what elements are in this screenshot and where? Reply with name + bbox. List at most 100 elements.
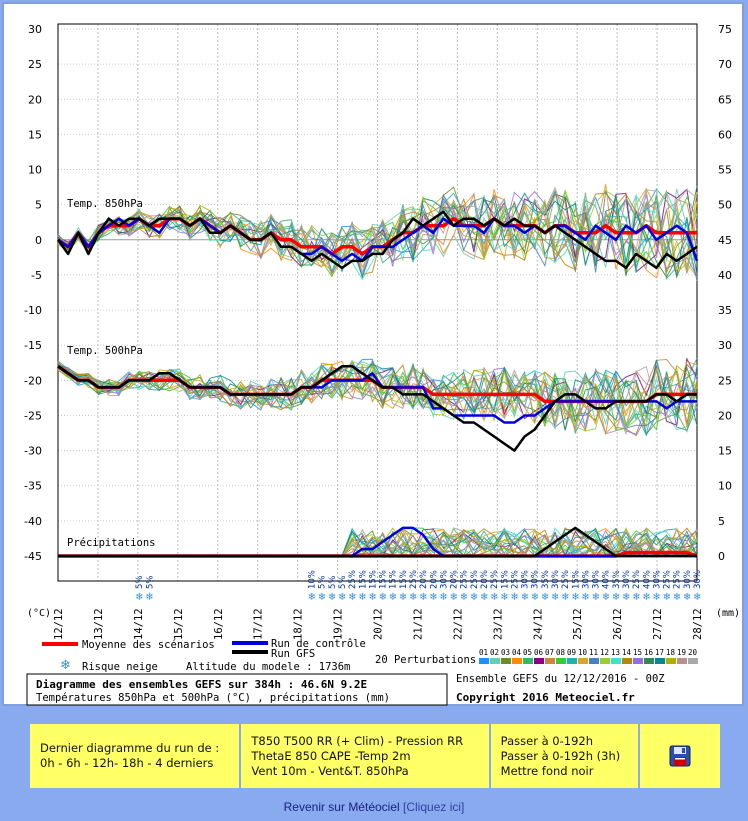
snowflake-icon: ❄ [409,592,417,603]
snowflake-icon: ❄ [642,592,650,603]
snowflake-icon: ❄ [338,592,346,603]
left-tick-label: 25 [28,58,42,71]
chart-grid [57,24,698,581]
left-tick-label: 5 [35,199,42,212]
param-link-wind[interactable]: Vent 10m - Vent&T. 850hPa [251,763,409,778]
snowflake-icon: ❄ [460,592,468,603]
snowflake-icon: ❄ [145,592,153,603]
snowflake-icon: ❄ [135,592,143,603]
snow-risk-pct: 5% [328,576,338,590]
dark-background-link[interactable]: Mettre fond noir [500,763,594,778]
x-tick-label: 25/12 [572,608,584,640]
left-tick-label: -15 [24,339,42,352]
snowflake-icon: ❄ [328,592,336,603]
snow-risk-pct: 20% [480,570,490,589]
switch-0-192h-3h-link[interactable]: Passer à 0-192h (3h) [500,748,621,763]
copyright: Copyright 2016 Meteociel.fr [456,691,635,704]
x-tick-label: 27/12 [652,608,664,640]
snowflake-icon: ❄ [358,592,366,603]
snow-risk-pct: 25% [510,570,520,589]
snowflake-icon: ❄ [551,592,559,603]
left-tick-label: -25 [24,409,42,422]
snow-risk-pct: 15% [571,570,581,589]
x-tick-label: 19/12 [333,608,345,640]
run-selector-cell: Dernier diagramme du run de : 0h - 6h - … [30,724,240,788]
x-tick-label: 17/12 [253,608,265,640]
run-selector-links[interactable]: 0h - 6h - 12h- 18h - 4 derniers [40,756,214,770]
right-tick-label: 65 [718,93,732,106]
snowflake-icon: ❄ [683,592,691,603]
perturbation-id: 09 [567,648,576,657]
x-tick-label: 26/12 [612,608,624,640]
chart-legend: 01 02 03 04 05 06 07 08 09 10 11 12 13 14 15 16 17 18 19 20 [479,648,698,664]
snow-risk-pct: 20% [450,570,460,589]
snowflake-icon: ❄ [663,592,671,603]
right-tick-label: 60 [718,128,732,141]
left-tick-label: -5 [31,269,42,282]
perturbation-id: 08 [556,648,566,657]
x-tick-label: 28/12 [692,608,704,640]
perturbation-id: 16 [644,648,654,657]
param-link-t850-t500[interactable]: T850 T500 RR (+ Clim) - Pression RR [251,733,464,748]
left-axis-unit: (°C) [27,608,51,619]
left-tick-label: 30 [28,23,42,36]
perturbation-id: 13 [611,648,620,657]
legend-gfs-label: Run GFS [271,648,315,660]
perturbation-id: 11 [589,648,598,657]
snowflake-icon: ❄ [531,592,539,603]
perturbation-swatch [677,658,687,664]
right-tick-label: 30 [718,339,732,352]
back-link-text[interactable]: Revenir sur Météociel [283,800,400,814]
snowflake-icon: ❄ [521,592,529,603]
snow-risk-pct: 30% [439,570,449,589]
perturbation-swatch [490,658,500,664]
left-tick-label: 10 [28,164,42,177]
snowflake-icon: ❄ [308,592,316,603]
x-tick-label: 12/12 [53,608,65,640]
right-tick-label: 20 [718,409,732,422]
perturbation-swatch [567,658,577,664]
snow-risk-pct: 25% [561,570,571,589]
snow-risk-pct: 40% [602,570,612,589]
param-link-thetae[interactable]: ThetaE 850 CAPE -Temp 2m [251,748,411,763]
snow-risk-pct: 25% [470,570,480,589]
right-axis-unit: (mm) [716,608,740,619]
snow-risk-pct: 25% [409,570,419,589]
perturbation-id: 10 [578,648,588,657]
floppy-disk-icon[interactable] [669,745,691,767]
left-tick-label: -35 [24,480,42,493]
snowflake-icon: ❄ [561,592,569,603]
x-tick-label: 24/12 [532,608,544,640]
perturbation-swatch [545,658,555,664]
series-precip-000000 [58,526,697,558]
left-tick-label: -45 [24,550,42,563]
back-to-meteociel[interactable]: Revenir sur Météociel [Cliquez ici] [0,800,748,814]
x-tick-label: 20/12 [373,608,385,640]
back-link-cta[interactable]: [Cliquez ici] [403,800,465,814]
right-tick-label: 40 [718,269,732,282]
snow-risk-pct: 35% [541,570,551,589]
snow-risk-pct: 10% [308,570,318,589]
perturbation-swatch [589,658,599,664]
snow-risk-row: 5%❄5%❄10%❄5%❄5%❄5%❄25%❄15%❄15%❄15%❄15%❄1… [135,570,703,603]
chart-subtitle: Températures 850hPa et 500hPa (°C) , pré… [36,692,390,704]
snow-risk-pct: 30% [521,570,531,589]
perturbation-swatch [600,658,610,664]
x-tick-label: 16/12 [213,608,225,640]
snow-risk-pct: 25% [348,570,358,589]
perturbation-id: 05 [523,648,532,657]
perturbation-swatch [655,658,665,664]
switch-0-192h-link[interactable]: Passer à 0-192h [500,733,593,748]
snow-risk-pct: 20% [419,570,429,589]
legend-perturbations-label: 20 Perturbations [375,654,476,666]
perturbation-id: 02 [490,648,499,657]
perturbation-swatch [578,658,588,664]
snow-risk-pct: 40% [642,570,652,589]
snow-risk-pct: 25% [490,570,500,589]
x-tick-label: 22/12 [452,608,464,640]
snowflake-icon: ❄ [652,592,660,603]
right-tick-label: 55 [718,164,732,177]
left-tick-label: -20 [24,374,42,387]
snow-risk-pct: 5% [145,576,155,590]
snowflake-icon: ❄ [318,592,326,603]
